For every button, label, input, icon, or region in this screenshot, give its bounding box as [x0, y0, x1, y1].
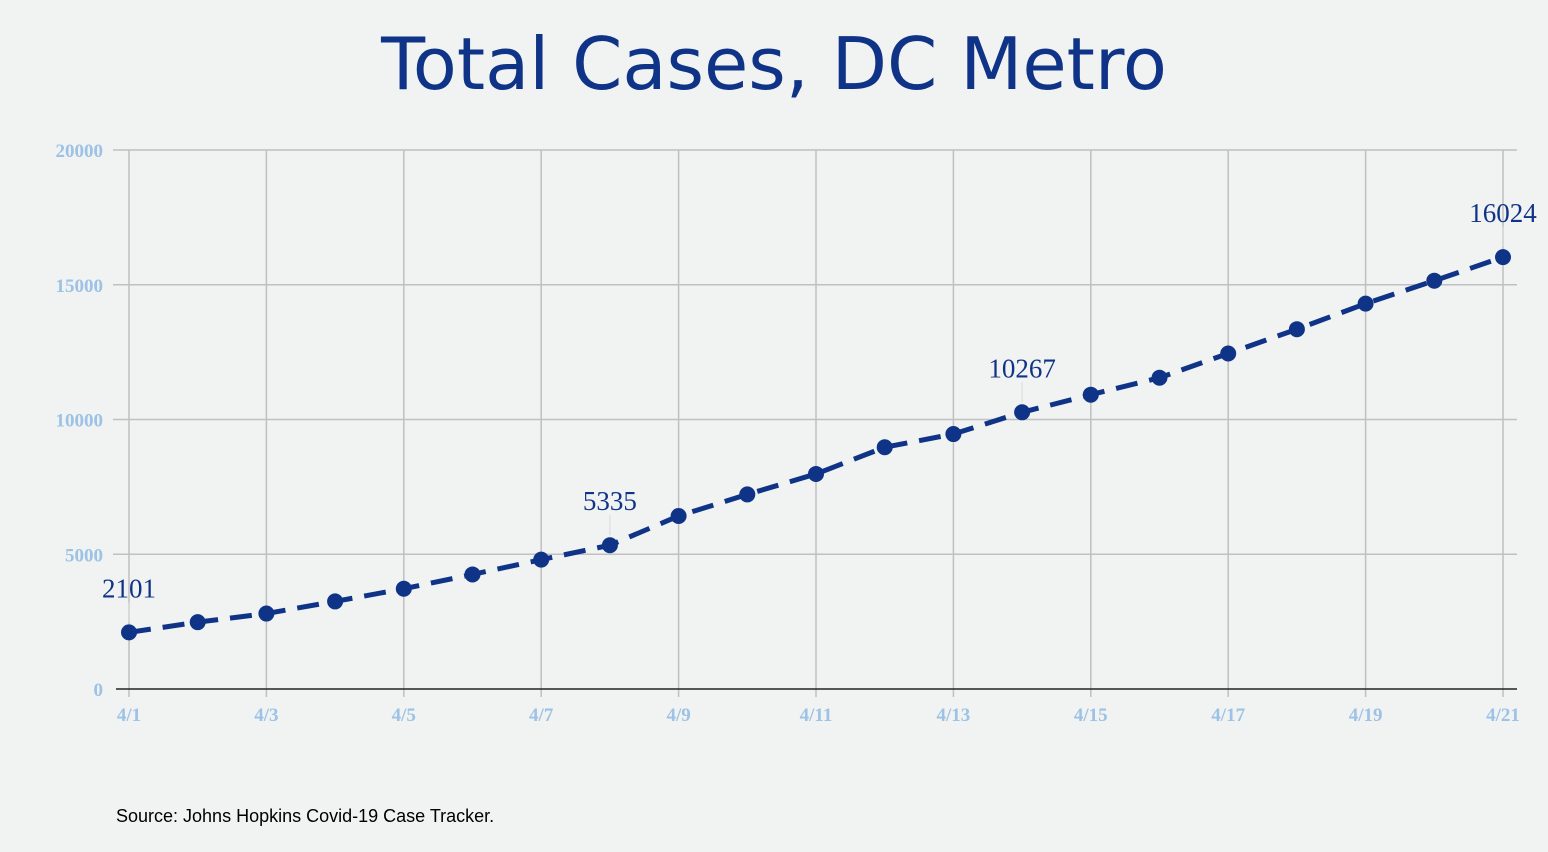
data-point — [189, 614, 206, 631]
data-point — [533, 551, 550, 568]
data-label: 10267 — [988, 353, 1056, 383]
x-tick-label: 4/13 — [937, 705, 971, 726]
data-point — [121, 624, 137, 641]
data-point — [808, 465, 824, 482]
data-point — [464, 566, 481, 583]
data-label: 5335 — [583, 486, 637, 516]
data-points — [121, 249, 1511, 641]
data-label: 2101 — [102, 573, 156, 603]
grid — [113, 149, 1517, 697]
data-point — [395, 580, 412, 597]
x-tick-label: 4/21 — [1486, 705, 1520, 726]
y-tick-label: 15000 — [56, 276, 104, 297]
x-tick-label: 4/19 — [1349, 705, 1383, 726]
data-point — [1082, 386, 1099, 403]
x-tick-label: 4/3 — [254, 705, 278, 726]
data-label-leaders — [128, 227, 1504, 623]
data-point — [1357, 295, 1374, 312]
data-point — [1220, 345, 1237, 362]
x-tick-label: 4/1 — [117, 705, 141, 726]
y-tick-label: 20000 — [56, 141, 104, 162]
chart-title: Total Cases, DC Metro — [381, 22, 1167, 106]
x-tick-label: 4/5 — [392, 705, 416, 726]
data-point — [1426, 272, 1443, 289]
x-axis-tick-labels: 4/1 4/3 4/5 4/7 4/9 4/11 4/13 4/15 4/17 4/19 4/21 — [117, 705, 1520, 726]
x-tick-label: 4/9 — [666, 705, 690, 726]
data-point — [258, 605, 275, 622]
data-point — [1014, 404, 1031, 421]
x-tick-label: 4/7 — [529, 705, 554, 726]
data-point — [876, 439, 893, 456]
data-point — [1495, 249, 1511, 266]
source-note: Source: Johns Hopkins Covid-19 Case Trac… — [116, 806, 495, 826]
data-label: 16024 — [1469, 198, 1537, 228]
data-point — [670, 507, 687, 524]
y-tick-label: 5000 — [65, 545, 103, 566]
y-tick-label: 0 — [94, 680, 104, 701]
x-tick-label: 4/15 — [1074, 705, 1108, 726]
y-tick-label: 10000 — [56, 411, 104, 432]
data-point — [1151, 369, 1168, 386]
data-point — [1288, 321, 1305, 338]
x-tick-label: 4/11 — [800, 705, 833, 726]
data-point — [601, 537, 618, 554]
data-point — [327, 593, 344, 610]
data-point — [739, 486, 756, 503]
y-axis-tick-labels: 0 5000 10000 15000 20000 — [56, 141, 104, 701]
x-tick-label: 4/17 — [1211, 705, 1245, 726]
data-point — [945, 426, 962, 443]
data-labels: 2101 5335 10267 16024 — [102, 198, 1537, 603]
